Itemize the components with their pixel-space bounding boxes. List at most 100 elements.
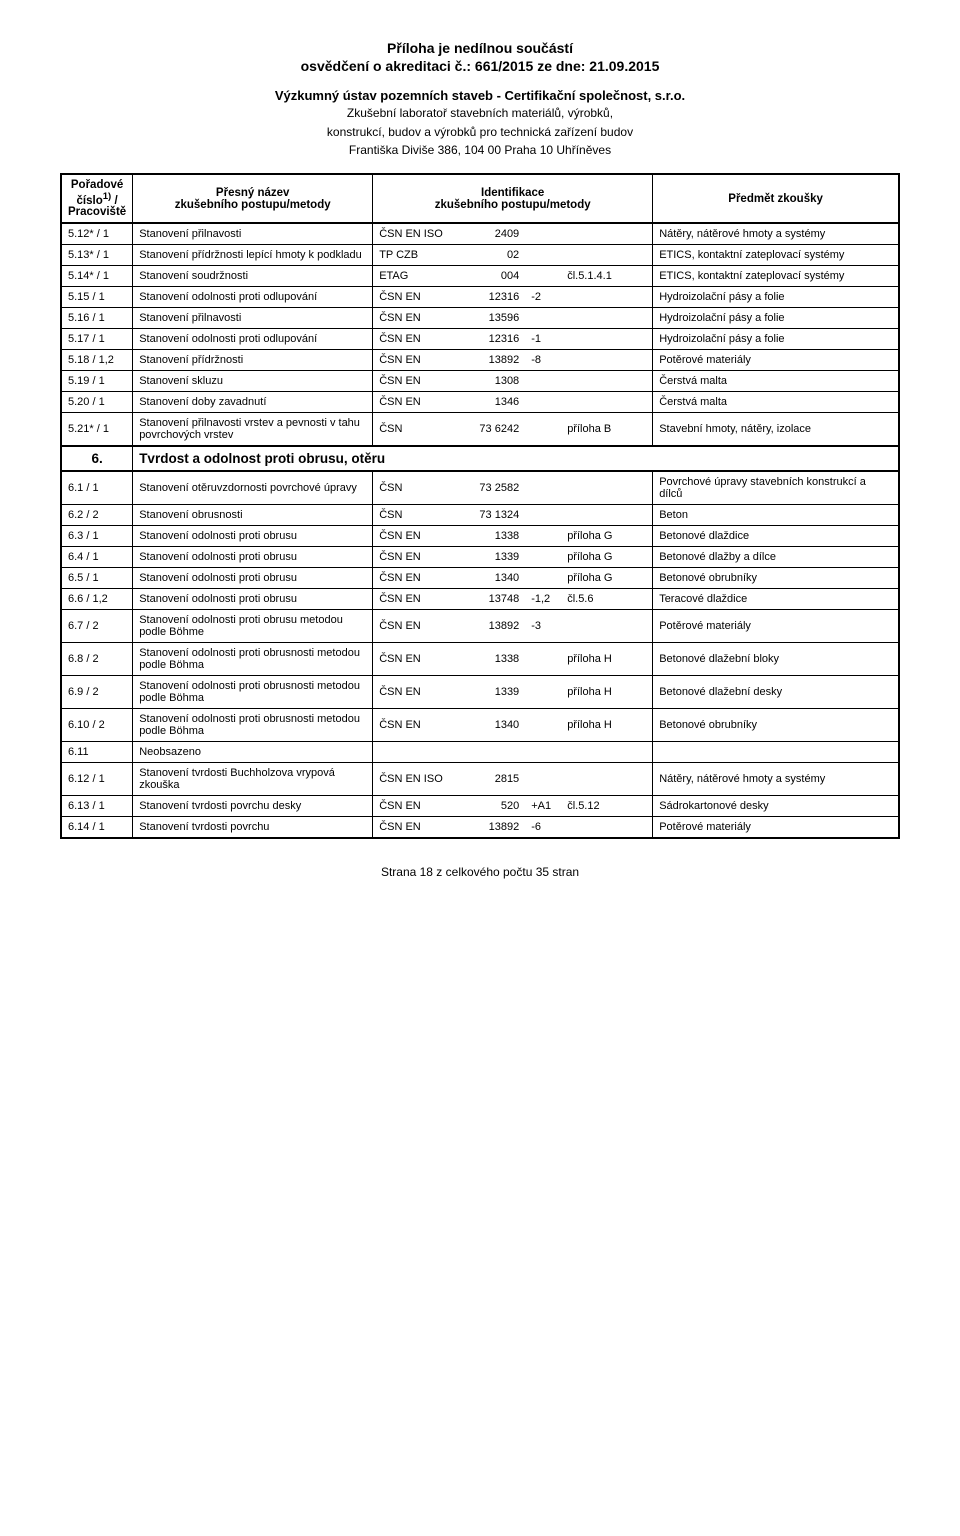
row-identification [373,742,653,763]
row-id: 5.21* / 1 [61,413,133,447]
ident-part: ČSN EN [373,589,465,609]
row-identification: ČSN EN1338příloha G [373,526,653,547]
table-row: 5.13* / 1Stanovení přídržnosti lepící hm… [61,245,899,266]
table-row: 5.15 / 1Stanovení odolnosti proti odlupo… [61,287,899,308]
ident-part: TP CZB [373,245,465,265]
ident-part: -3 [525,616,561,636]
row-subject: Betonové dlažební desky [653,676,899,709]
ident-part: 13892 [465,817,525,837]
row-method-name: Stanovení odolnosti proti obrusu [133,568,373,589]
row-identification: ČSN EN1339příloha H [373,676,653,709]
ident-part: 004 [465,266,525,286]
ident-part: 73 2582 [465,478,525,498]
attachment-subtitle: osvědčení o akreditaci č.: 661/2015 ze d… [60,58,900,74]
row-subject: Stavební hmoty, nátěry, izolace [653,413,899,447]
row-id: 5.14* / 1 [61,266,133,287]
row-id: 6.10 / 2 [61,709,133,742]
table-row: 6.1 / 1Stanovení otěruvzdornosti povrcho… [61,471,899,505]
row-identification: ČSN EN12316-1 [373,329,653,350]
row-subject: Beton [653,505,899,526]
ident-part: ČSN EN ISO [373,224,465,244]
row-method-name: Stanovení přídržnosti lepící hmoty k pod… [133,245,373,266]
ident-part: příloha H [561,649,652,669]
row-subject: Povrchové úpravy stavebních konstrukcí a… [653,471,899,505]
row-identification: ČSN EN1340příloha H [373,709,653,742]
ident-part: ČSN EN [373,526,465,546]
organization-address: Františka Diviše 386, 104 00 Praha 10 Uh… [60,143,900,157]
ident-part [525,553,561,561]
table-row: 6.6 / 1,2Stanovení odolnosti proti obrus… [61,589,899,610]
ident-part [525,511,561,519]
row-id: 6.2 / 2 [61,505,133,526]
ident-part: 1346 [465,392,525,412]
ident-part: ČSN EN [373,616,465,636]
ident-part: 13892 [465,616,525,636]
row-subject: Hydroizolační pásy a folie [653,329,899,350]
ident-part [561,511,652,519]
row-identification: ČSN EN1340příloha G [373,568,653,589]
ident-part: 12316 [465,287,525,307]
row-identification: ČSN EN12316-2 [373,287,653,308]
row-subject: Čerstvá malta [653,371,899,392]
table-row: 6.5 / 1Stanovení odolnosti proti obrusuČ… [61,568,899,589]
ident-part [525,314,561,322]
ident-part [561,335,652,343]
col-header-subject: Předmět zkoušky [653,174,899,224]
col-header-id: Pořadové číslo1) / Pracoviště [61,174,133,224]
ident-part: -6 [525,817,561,837]
ident-part [561,748,652,756]
ident-part: 13748 [465,589,525,609]
row-identification: ČSN EN1338příloha H [373,643,653,676]
row-identification: ČSN EN13892-8 [373,350,653,371]
ident-part: -2 [525,287,561,307]
page-footer: Strana 18 z celkového počtu 35 stran [60,865,900,879]
row-method-name: Stanovení soudržnosti [133,266,373,287]
row-id: 5.15 / 1 [61,287,133,308]
row-subject: ETICS, kontaktní zateplovací systémy [653,245,899,266]
ident-part: ČSN EN [373,796,465,816]
ident-part [561,293,652,301]
ident-part [561,314,652,322]
table-row: 5.18 / 1,2Stanovení přídržnostiČSN EN138… [61,350,899,371]
ident-part: -8 [525,350,561,370]
ident-part: ČSN EN [373,371,465,391]
ident-part: 73 1324 [465,505,525,525]
table-row: 6.7 / 2Stanovení odolnosti proti obrusu … [61,610,899,643]
row-method-name: Stanovení odolnosti proti odlupování [133,287,373,308]
row-identification: ETAG004čl.5.1.4.1 [373,266,653,287]
row-method-name: Stanovení skluzu [133,371,373,392]
row-subject: Betonové dlažební bloky [653,643,899,676]
ident-part [525,574,561,582]
row-subject: Betonové dlažby a dílce [653,547,899,568]
ident-part [525,655,561,663]
ident-part: 1308 [465,371,525,391]
row-id: 6.9 / 2 [61,676,133,709]
table-row: 6.4 / 1Stanovení odolnosti proti obrusuČ… [61,547,899,568]
ident-part: +A1 [525,796,561,816]
row-method-name: Stanovení odolnosti proti obrusnosti met… [133,643,373,676]
ident-part: 1340 [465,568,525,588]
ident-part: 2815 [465,769,525,789]
ident-part [525,484,561,492]
row-method-name: Stanovení odolnosti proti obrusu [133,526,373,547]
ident-part [561,398,652,406]
table-row: 6.10 / 2Stanovení odolnosti proti obrusn… [61,709,899,742]
ident-part: 1338 [465,526,525,546]
row-method-name: Stanovení odolnosti proti obrusnosti met… [133,709,373,742]
row-subject: Hydroizolační pásy a folie [653,287,899,308]
table-row: 6.12 / 1Stanovení tvrdosti Buchholzova v… [61,763,899,796]
ident-part: příloha B [561,419,652,439]
ident-part [561,230,652,238]
row-identification: ČSN EN ISO2815 [373,763,653,796]
row-identification: ČSN EN13748-1,2čl.5.6 [373,589,653,610]
ident-part [525,721,561,729]
table-header-row: Pořadové číslo1) / Pracoviště Přesný náz… [61,174,899,224]
ident-part: příloha H [561,715,652,735]
row-id: 6.4 / 1 [61,547,133,568]
table-row: 6.8 / 2Stanovení odolnosti proti obrusno… [61,643,899,676]
row-id: 6.3 / 1 [61,526,133,547]
ident-part: 73 6242 [465,419,525,439]
row-subject: Nátěry, nátěrové hmoty a systémy [653,763,899,796]
ident-part: 13892 [465,350,525,370]
ident-part: ČSN EN ISO [373,769,465,789]
